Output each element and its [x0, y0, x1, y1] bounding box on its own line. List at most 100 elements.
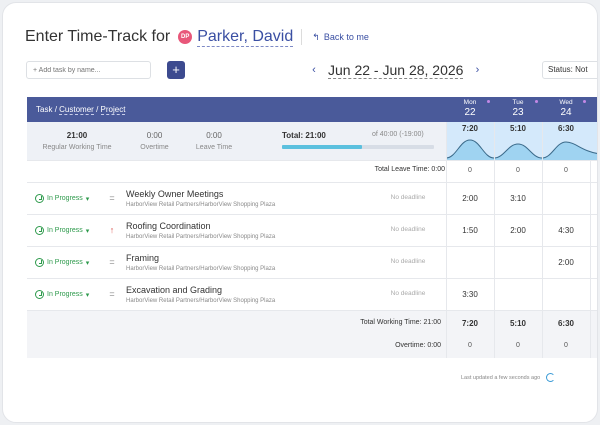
day-total-value: 7:20: [461, 124, 478, 133]
working-total-cell: 6:30: [557, 319, 574, 328]
task-deadline: No deadline: [390, 290, 426, 297]
task-header[interactable]: Task: [36, 105, 53, 114]
avatar: DP: [178, 30, 193, 44]
in-progress-icon: [35, 226, 44, 235]
indicator-dot: [583, 100, 586, 103]
column-divider: [542, 122, 543, 358]
total-leave-label: Total Leave Time: 0:00: [374, 166, 445, 173]
priority-normal-icon[interactable]: =: [109, 193, 115, 203]
day-total-value: 5:10: [509, 124, 526, 133]
overtime-cell: 0: [516, 342, 520, 349]
day-name: Mon: [463, 99, 477, 106]
wave-chart: [542, 141, 597, 160]
day-date: 24: [560, 107, 572, 118]
priority-high-icon[interactable]: ↑: [109, 225, 115, 235]
hours-cell[interactable]: 2:00: [510, 226, 526, 235]
task-name[interactable]: Weekly Owner Meetings: [126, 189, 224, 199]
leave-label: Leave Time: [195, 144, 233, 151]
task-name[interactable]: Roofing Coordination: [126, 221, 211, 231]
task-project: HarborView Retail Partners/HarborView Sh…: [126, 298, 276, 304]
task-project: HarborView Retail Partners/HarborView Sh…: [126, 266, 276, 272]
day-header-tue: Tue 23: [494, 97, 542, 122]
status-dropdown[interactable]: Status: Not: [542, 61, 597, 79]
task-name[interactable]: Excavation and Grading: [126, 285, 223, 295]
header-divider: [301, 29, 303, 45]
refresh-icon[interactable]: [546, 373, 556, 382]
day-header-wed: Wed 24: [542, 97, 590, 122]
date-range-picker[interactable]: Jun 22 - Jun 28, 2026: [328, 61, 464, 79]
total-working-label: Total Working Time: 21:00: [360, 319, 441, 326]
status-label: In Progress: [47, 291, 83, 298]
hours-cell[interactable]: 3:10: [510, 194, 526, 203]
chevron-right-icon[interactable]: ›: [475, 64, 480, 76]
day-total-mon: 7:20: [446, 122, 494, 160]
day-date: 22: [464, 107, 476, 118]
leave-summary: 0:00 Leave Time: [189, 131, 239, 151]
day-date: 23: [512, 107, 524, 118]
task-row: In Progress ▾ = Excavation and Grading H…: [27, 278, 597, 310]
task-name[interactable]: Framing: [126, 253, 160, 263]
project-header[interactable]: Project: [100, 105, 126, 115]
caret-down-icon: ▾: [85, 227, 90, 235]
task-row: In Progress ▾ = Framing HarborView Retai…: [27, 246, 597, 278]
status-dropdown-task[interactable]: In Progress ▾: [35, 258, 89, 267]
total-overtime-label: Overtime: 0:00: [395, 342, 441, 349]
status-dropdown-task[interactable]: In Progress ▾: [35, 226, 89, 235]
totals-footer: Total Working Time: 21:00 7:20 5:10 6:30…: [27, 310, 597, 358]
priority-normal-icon[interactable]: =: [109, 257, 115, 267]
day-total-tue: 5:10: [494, 122, 542, 160]
status-label: In Progress: [47, 259, 83, 266]
hours-cell[interactable]: 3:30: [462, 290, 478, 299]
progress-bar: [282, 145, 434, 149]
indicator-dot: [487, 100, 490, 103]
caret-down-icon: ▾: [85, 259, 90, 267]
regular-time-summary: 21:00 Regular Working Time: [37, 131, 117, 151]
task-project: HarborView Retail Partners/HarborView Sh…: [126, 202, 276, 208]
working-total-cell: 5:10: [509, 319, 526, 328]
add-task-button[interactable]: +: [167, 61, 185, 79]
leave-cell: 0: [516, 167, 520, 174]
day-name: Wed: [559, 99, 573, 106]
leave-row: Total Leave Time: 0:00 0 0 0: [27, 160, 597, 182]
week-navigator: ‹ Jun 22 - Jun 28, 2026 ›: [308, 61, 483, 79]
person-selector[interactable]: Parker, David: [197, 27, 294, 47]
column-header-task: Task / Customer / Project: [36, 105, 126, 115]
task-deadline: No deadline: [390, 226, 426, 233]
chevron-left-icon[interactable]: ‹: [312, 64, 316, 76]
customer-header[interactable]: Customer: [59, 105, 94, 115]
leave-cell: 0: [468, 167, 472, 174]
wave-chart: [494, 143, 542, 160]
leave-value: 0:00: [206, 131, 222, 140]
back-arrow-icon: ↰: [312, 31, 320, 42]
status-dropdown-task[interactable]: In Progress ▾: [35, 290, 89, 299]
hours-cell[interactable]: 4:30: [558, 226, 574, 235]
working-total-cell: 7:20: [461, 319, 478, 328]
day-name: Tue: [512, 99, 524, 106]
overtime-value: 0:00: [146, 131, 163, 140]
table-header: Task / Customer / Project Mon 22 Tue 23 …: [27, 97, 597, 122]
hours-cell[interactable]: 2:00: [462, 194, 478, 203]
last-updated: Last updated a few seconds ago: [461, 373, 556, 382]
hours-cell[interactable]: 1:50: [462, 226, 478, 235]
add-task-input[interactable]: [26, 61, 151, 79]
last-updated-text: Last updated a few seconds ago: [461, 374, 541, 381]
back-to-me-link[interactable]: ↰ Back to me: [312, 32, 369, 43]
total-label: Total: 21:00: [282, 131, 326, 140]
task-deadline: No deadline: [390, 258, 426, 265]
hours-cell[interactable]: 2:00: [558, 258, 574, 267]
page-title: Enter Time-Track for: [25, 28, 171, 45]
status-label: In Progress: [47, 195, 83, 202]
status-dropdown-task[interactable]: In Progress ▾: [35, 194, 89, 203]
in-progress-icon: [35, 258, 44, 267]
priority-normal-icon[interactable]: =: [109, 289, 115, 299]
task-project: HarborView Retail Partners/HarborView Sh…: [126, 234, 276, 240]
in-progress-icon: [35, 194, 44, 203]
in-progress-icon: [35, 290, 44, 299]
total-target: of 40:00 (-19:00): [372, 131, 424, 138]
day-total-value: 6:30: [557, 124, 574, 133]
column-divider: [494, 122, 495, 358]
regular-time-label: Regular Working Time: [42, 144, 112, 151]
progress-fill: [282, 145, 362, 149]
caret-down-icon: ▾: [85, 195, 90, 203]
